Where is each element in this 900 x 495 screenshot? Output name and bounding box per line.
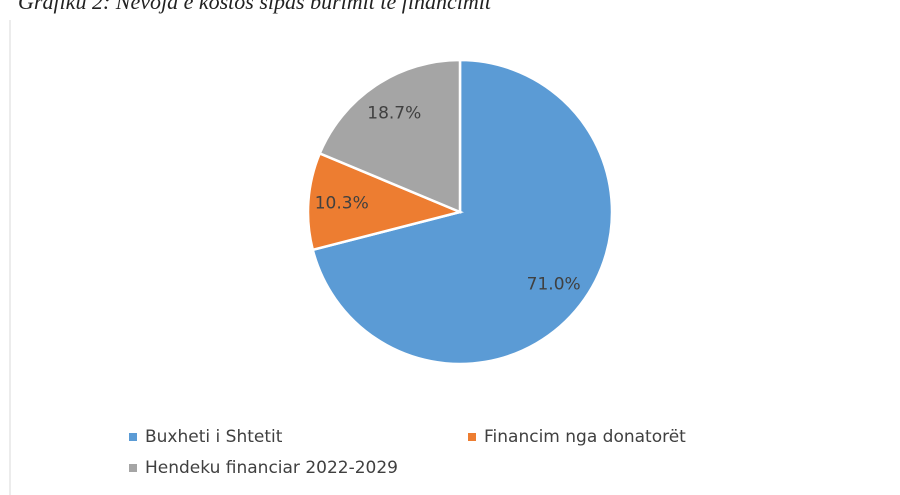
- legend-swatch: [129, 433, 137, 441]
- data-label: 10.3%: [315, 193, 369, 213]
- data-label: 71.0%: [527, 275, 581, 295]
- chart-title: Grafiku 2: Nevoja e kostos sipas burimit…: [18, 0, 492, 14]
- legend-swatch: [129, 464, 137, 472]
- pie-slice: [306, 151, 464, 252]
- legend-label: Buxheti i Shtetit: [145, 427, 283, 447]
- legend-label: Hendeku financiar 2022-2029: [145, 458, 398, 478]
- pie-slice: [318, 58, 462, 214]
- data-label: 18.7%: [367, 103, 421, 123]
- legend-swatch: [468, 433, 476, 441]
- legend-label: Financim nga donatorët: [484, 427, 686, 447]
